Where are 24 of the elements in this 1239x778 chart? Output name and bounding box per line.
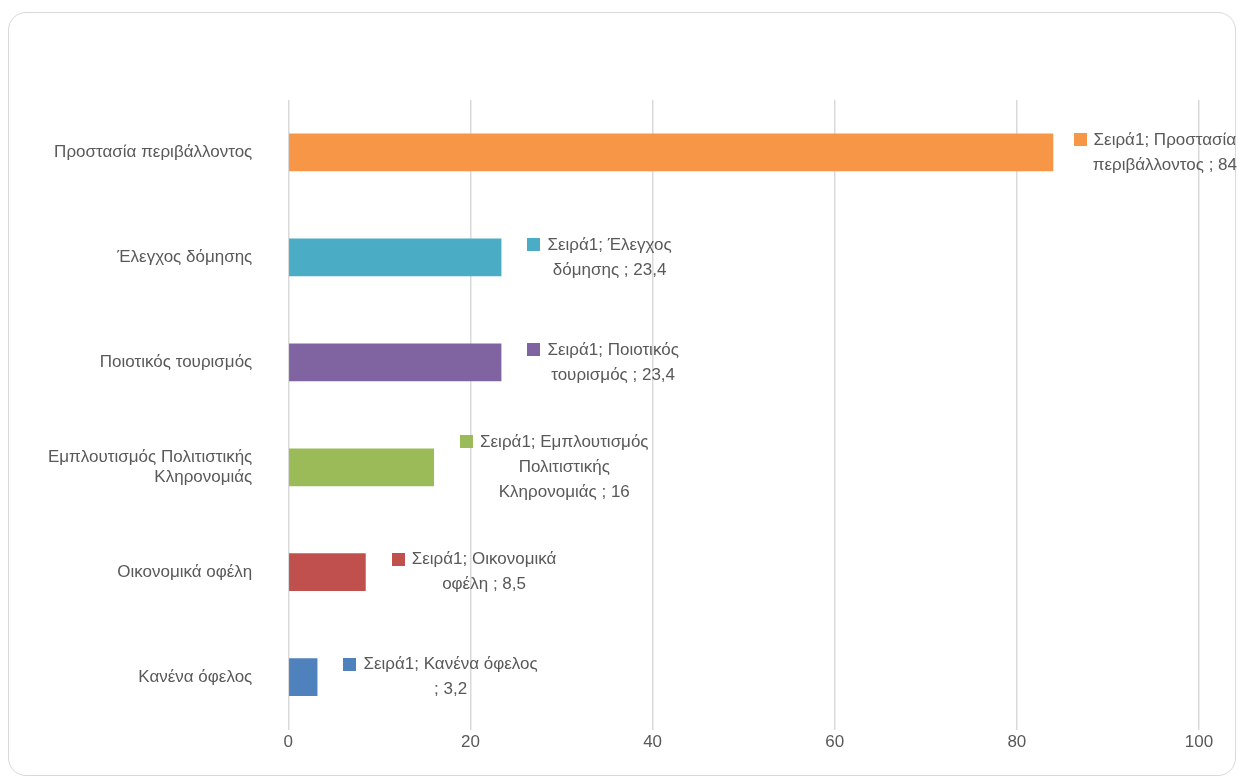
data-label: Σειρά1; Προστασία περιβάλλοντος ; 84: [1092, 129, 1237, 174]
bar: [289, 133, 1054, 172]
x-tick-label: 40: [643, 732, 663, 752]
data-label: Σειρά1; Κανένα όφελος ; 3,2: [363, 654, 538, 699]
data-label: Σειρά1; Έλεγχος δόμησης ; 23,4: [547, 234, 672, 279]
data-label: Σειρά1; Οικονομικά οφέλη ; 8,5: [411, 549, 557, 594]
bar: [289, 448, 435, 487]
x-tick-label: 100: [1184, 732, 1214, 752]
y-tick-label: Κανένα όφελος: [138, 666, 253, 686]
y-tick-label: Εμπλουτισμός Πολιτιστικής Κληρονομιάς: [47, 446, 253, 487]
bar: [289, 343, 502, 382]
y-tick-label: Ποιοτικός τουρισμός: [99, 352, 253, 372]
x-tick-label: 0: [283, 732, 294, 752]
x-tick-label: 20: [460, 732, 480, 752]
y-tick-label: Έλεγχος δόμησης: [116, 247, 253, 267]
bar: [289, 553, 366, 592]
bar: [289, 238, 502, 277]
y-tick-label: Οικονομικά οφέλη: [117, 561, 253, 581]
x-tick-label: 60: [825, 732, 845, 752]
y-tick-label: Προστασία περιβάλλοντος: [54, 142, 253, 162]
data-label: Σειρά1; Εμπλουτισμός Πολιτιστικής Κληρονομιάς ; 16: [480, 431, 649, 501]
x-tick-label: 80: [1007, 732, 1027, 752]
bar: [289, 658, 318, 697]
data-label: Σειρά1; Ποιοτικός τουρισμός ; 23,4: [547, 339, 679, 384]
